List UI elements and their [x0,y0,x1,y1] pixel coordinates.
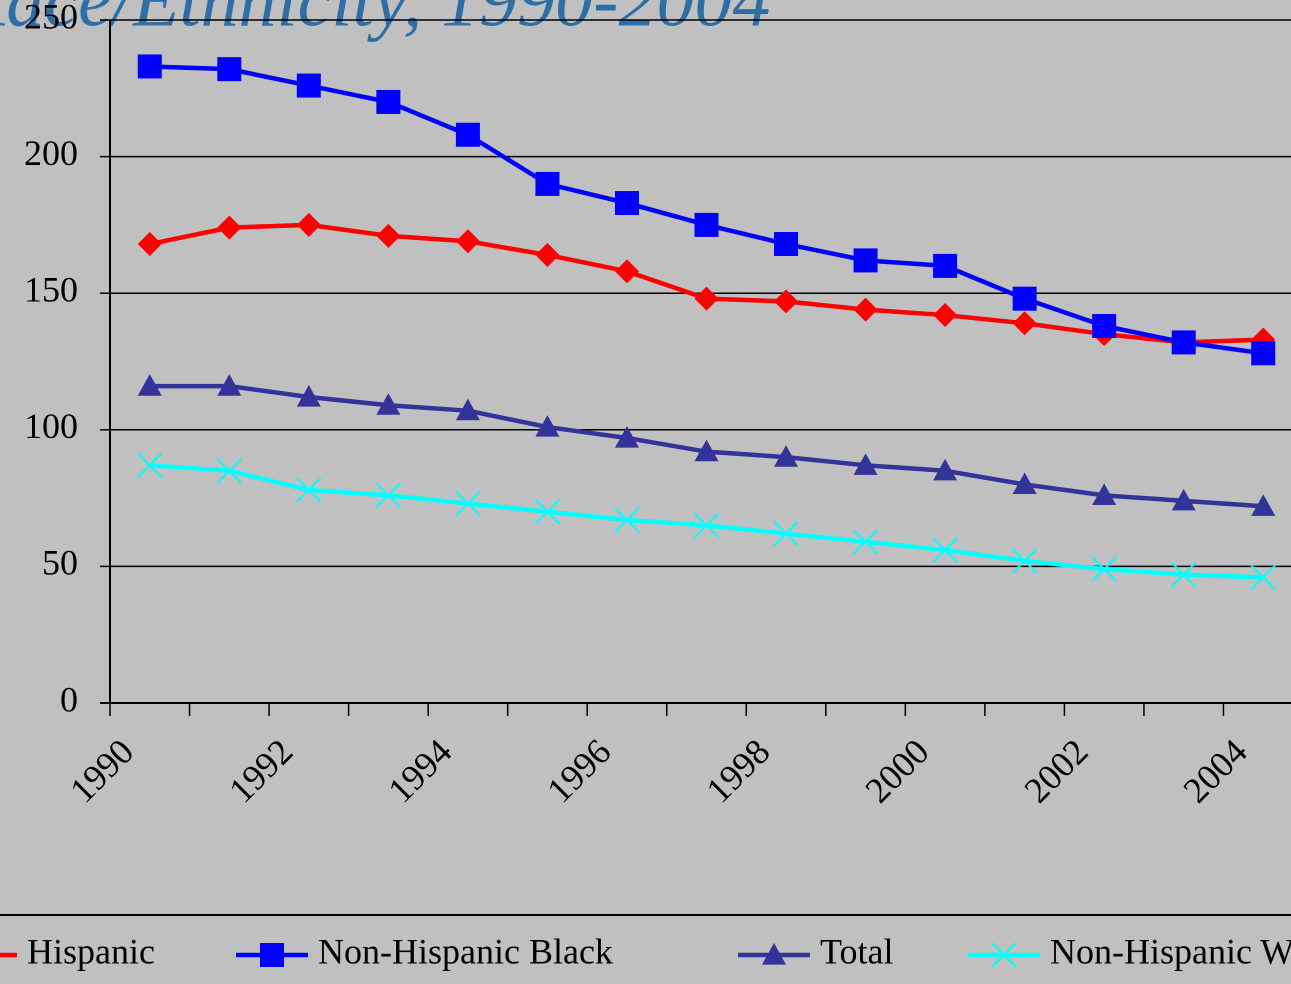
marker [1011,548,1038,574]
marker [614,425,639,448]
marker [933,253,958,278]
marker [455,229,480,254]
marker [217,374,242,396]
marker [1091,556,1117,582]
marker [1012,286,1037,311]
marker [296,477,322,503]
marker [1012,472,1037,495]
marker [693,512,720,539]
marker [774,289,799,314]
marker [376,223,401,248]
marker [853,453,878,475]
marker [852,529,879,555]
marker [376,89,401,114]
marker [1250,564,1276,591]
y-tick-label: 250 [24,0,78,36]
legend-label: Total [820,931,893,971]
marker [455,490,481,517]
marker [991,942,1017,968]
marker [296,385,321,407]
marker [217,57,242,82]
marker [296,73,321,98]
marker [1251,494,1276,516]
y-tick-label: 100 [24,406,78,446]
marker [535,171,560,196]
marker [1170,561,1197,588]
legend-label: Hispanic [27,931,155,971]
marker [137,54,162,79]
marker [1171,488,1196,511]
marker [216,458,243,484]
marker [1012,311,1037,336]
marker [535,415,560,437]
marker [1171,330,1196,355]
marker [774,232,799,257]
marker [1251,341,1276,366]
marker [773,520,799,547]
marker [933,303,958,328]
chart-title: Race/Ethnicity, 1990-2004 [0,0,770,42]
y-tick-label: 0 [60,679,78,719]
marker [1092,313,1117,338]
marker [296,212,321,237]
marker [694,212,719,237]
legend-label: Non-Hispanic Black [318,931,613,971]
y-tick-label: 200 [24,133,78,173]
marker [260,943,284,967]
marker [762,943,786,965]
marker [614,507,640,533]
legend-label: Non-Hispanic White [1050,931,1291,971]
marker [694,286,719,311]
marker [1092,483,1117,505]
marker [455,398,480,421]
marker [455,122,480,147]
marker [614,259,639,284]
marker [376,393,401,415]
marker [137,232,162,257]
marker [534,499,561,525]
marker [535,242,560,267]
marker [137,374,162,396]
marker [933,458,958,481]
marker [932,537,958,563]
marker [774,445,799,467]
marker [694,439,719,462]
y-tick-label: 150 [24,269,78,309]
marker [137,452,163,479]
marker [375,482,402,509]
marker [217,215,242,240]
marker [853,248,878,273]
marker [853,297,878,322]
marker [614,191,639,216]
y-tick-label: 50 [42,543,78,583]
